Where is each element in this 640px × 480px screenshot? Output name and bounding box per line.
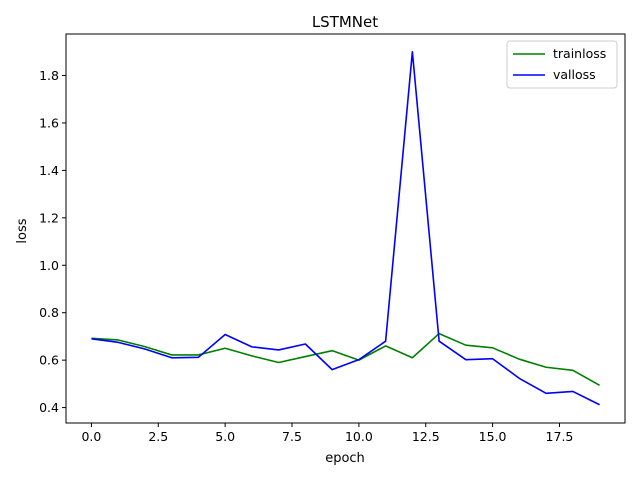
legend-box (506, 40, 618, 89)
plot-area: 0.0 2.5 5.0 7.5 10.0 12.5 15.0 17.5 0.4 0.6 0.8 1.0… (39, 33, 626, 444)
x-tick-label: 2.5 (148, 429, 168, 444)
plot-frame (65, 33, 626, 424)
x-tick-label: 0.0 (81, 429, 101, 444)
y-tick-label: 0.8 (39, 305, 59, 320)
y-tick-label: 1.0 (39, 258, 59, 273)
y-tick-label: 0.6 (39, 353, 59, 368)
y-tick-label: 1.2 (39, 210, 59, 225)
legend: trainloss valloss (506, 40, 618, 89)
x-tick-label: 10.0 (345, 429, 373, 444)
y-tick-label: 1.6 (39, 115, 59, 130)
x-tick-label: 15.0 (479, 429, 507, 444)
legend-label-trainloss: trainloss (553, 46, 606, 61)
x-tick-label: 7.5 (282, 429, 302, 444)
x-axis-title: epoch (325, 451, 365, 466)
y-axis-title: loss (15, 218, 30, 243)
chart-title: LSTMNet (312, 13, 378, 31)
x-tick-label: 5.0 (215, 429, 235, 444)
x-tick-label: 17.5 (546, 429, 574, 444)
y-tick-label: 0.4 (39, 400, 59, 415)
y-tick-label: 1.8 (39, 68, 59, 83)
legend-label-valloss: valloss (553, 67, 596, 82)
series-line-valloss (91, 50, 600, 406)
x-tick-label: 12.5 (412, 429, 440, 444)
y-tick-label: 1.4 (39, 163, 59, 178)
series-line-trainloss (91, 332, 600, 386)
